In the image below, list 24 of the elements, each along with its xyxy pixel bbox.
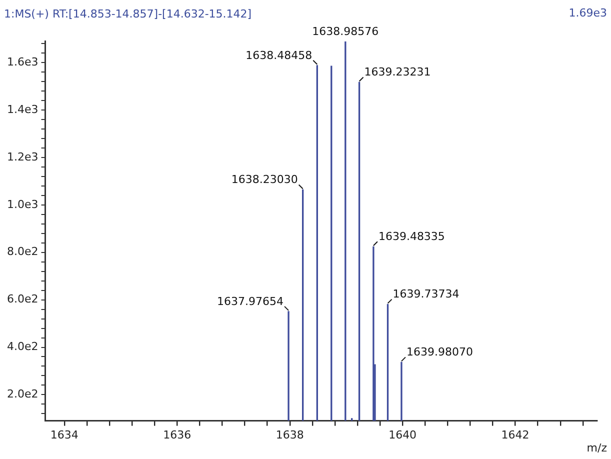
x-tick-label: 1636 [163, 428, 192, 442]
text: 1.69e3 [568, 6, 607, 20]
annotation: 1639.23231 [364, 66, 431, 79]
annotation: 1638.48458 [246, 48, 312, 62]
y-tick-label: 8.0e2 [6, 245, 38, 258]
annotation: 1639.98070 [406, 346, 473, 359]
y-tick-label: 2.0e2 [6, 388, 38, 401]
x-tick-label: 1634 [50, 428, 78, 442]
annotation: 1639.73734 [392, 288, 460, 301]
y-tick-label: 4.0e2 [6, 340, 38, 354]
annotation: 1638.98576 [312, 25, 379, 38]
annotation: 1637.97654 [217, 294, 284, 308]
annotation: 1638.23030 [231, 173, 298, 186]
y-tick-label: 6.0e2 [6, 292, 38, 306]
annotation: 1639.48335 [378, 230, 445, 244]
x-tick-label: 1640 [388, 428, 417, 442]
y-tick-label: 1.6e3 [6, 55, 38, 68]
chart-title: 1:MS(+) RT:[14.853-14.857]-[14.632-15.142] [4, 7, 252, 20]
y-tick-label: 1.0e3 [6, 198, 38, 211]
x-axis-title: m/z [586, 441, 608, 454]
x-tick-label: 1642 [501, 428, 530, 442]
y-tick-label: 1.4e3 [6, 102, 38, 116]
y-tick-label: 1.2e3 [6, 150, 38, 164]
x-tick-label: 1638 [276, 428, 304, 442]
